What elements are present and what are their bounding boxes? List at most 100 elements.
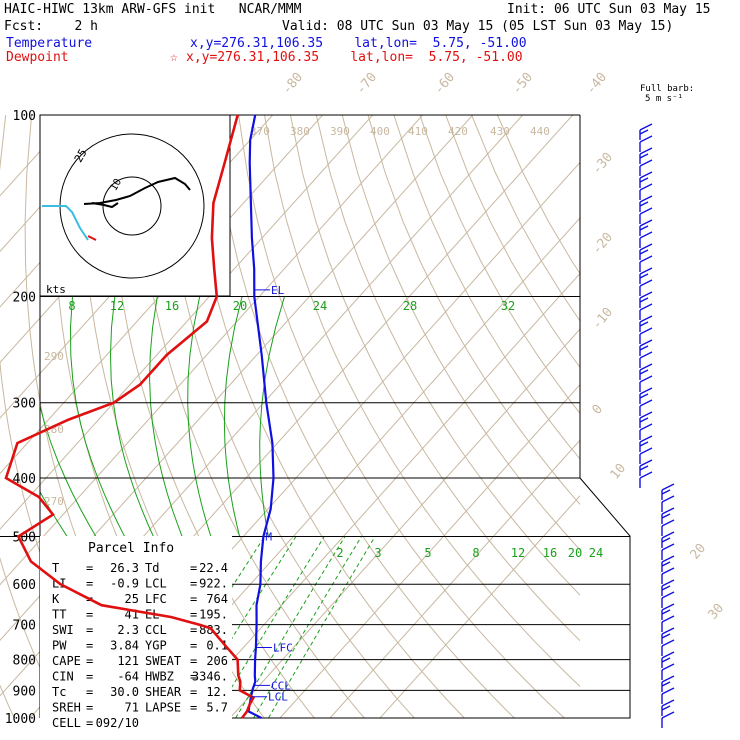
wind-barb-flag-half (639, 153, 649, 159)
wind-barb-flag-half (661, 681, 671, 687)
parcel-row-value: 30.0 (110, 685, 139, 699)
theta-label: 390 (330, 125, 350, 138)
theta-label: 280 (44, 423, 64, 436)
wind-barb-flag-half (639, 273, 649, 279)
mixing-ratio-line (235, 536, 346, 719)
wind-barb-flag (661, 627, 675, 635)
wind-barb-flag (661, 483, 675, 491)
parcel-row-name: Tc (52, 685, 66, 699)
isotherm-line (179, 272, 580, 719)
dewpoint-legend-label: Dewpoint (6, 50, 69, 65)
moist-adiabat-line (223, 296, 243, 536)
wind-barb-flag (661, 579, 675, 587)
hodograph-inner-ring (102, 176, 162, 236)
valid-time: Valid: 08 UTC Sun 03 May 15 (05 LST Sun … (282, 19, 674, 34)
wind-barb-flag (661, 519, 675, 527)
wind-barb-flag-half (639, 393, 649, 399)
isotherm-label: -40 (584, 70, 611, 98)
parcel-row-name: SREH (52, 701, 81, 715)
wind-barb-flag (639, 195, 653, 203)
wind-barb-flag (639, 423, 653, 431)
wind-barb-flag-half (639, 249, 649, 255)
parcel-row-eq: = (86, 685, 93, 699)
parcel-row-eq2: = (190, 701, 197, 715)
hodograph-trace-low (42, 205, 89, 241)
parcel-row-name2: HWBZ (145, 670, 174, 684)
pressure-tick-label: 900 (13, 684, 36, 699)
wind-barb-flag (661, 591, 675, 599)
parcel-row-eq2: = (190, 592, 197, 606)
dry-adiabat-line (341, 115, 580, 551)
wind-barb-flag (639, 375, 653, 383)
wind-barb-flag (661, 543, 675, 551)
parcel-row-value: -0.9 (110, 577, 139, 591)
wind-barb-flag (639, 135, 653, 143)
theta-label: 440 (530, 125, 550, 138)
parcel-box-bg (40, 536, 232, 720)
wind-barb-flag (661, 687, 675, 695)
wind-barb-flag-half (661, 513, 671, 519)
barb-key-label: Full barb: (640, 84, 695, 94)
wind-barb-flag (639, 159, 653, 167)
parcel-row-eq2: = (190, 685, 197, 699)
isotherm-label: -60 (432, 70, 459, 98)
isotherm-label: 20 (688, 541, 710, 563)
moist-adiabat-line (259, 296, 285, 536)
parcel-row-eq2: = (190, 577, 197, 591)
wind-barb-flag (661, 699, 675, 707)
hodograph-trace-mid (91, 202, 119, 209)
parcel-row-name2: SHEAR (145, 685, 182, 699)
wind-barb-flag-half (639, 321, 649, 327)
isotherm-label: -30 (590, 150, 617, 178)
wind-barb-flag (639, 279, 653, 287)
wind-barb-flag-half (661, 489, 671, 495)
wind-barb-flag-half (639, 465, 649, 471)
level-marker-label: LCL (268, 691, 288, 704)
wind-barb-flag (639, 255, 653, 263)
dry-adiabat-line (496, 115, 580, 275)
theta-label: 270 (44, 495, 64, 508)
parcel-row-eq: = (86, 561, 93, 575)
wind-barb-flag (639, 363, 653, 371)
dry-adiabat-line (212, 115, 515, 719)
pressure-tick-label: 600 (13, 578, 36, 593)
mixing-label-upper: 8 (68, 299, 75, 313)
wind-barb-flag (661, 663, 675, 671)
parcel-row-eq2: = (190, 608, 197, 622)
parcel-row-eq2: = (190, 670, 197, 684)
wind-barb-flag (639, 291, 653, 299)
wind-barb-flag (639, 471, 653, 479)
mixing-ratio-line (268, 536, 376, 719)
wind-barb-flag-half (661, 585, 671, 591)
isotherm-label: -70 (354, 70, 381, 98)
wind-barbs (639, 123, 675, 728)
dry-adiabat-line (160, 115, 415, 719)
parcel-row-eq: = (86, 623, 93, 637)
pressure-tick-label: 800 (13, 654, 36, 669)
parcel-row-eq2: = (190, 561, 197, 575)
hodograph-ring-label: 25 (72, 147, 90, 165)
dry-adiabat-line (264, 115, 580, 688)
hodograph-frame (39, 114, 231, 297)
mixing-label-lower: 5 (424, 546, 431, 560)
parcel-row-value: 121 (117, 654, 139, 668)
dry-adiabat-line (367, 115, 580, 506)
parcel-row-value2: 922. (199, 577, 228, 591)
theta-label: 290 (44, 350, 64, 363)
parcel-row-name2: Td (145, 561, 159, 575)
mixing-label-lower: 3 (374, 546, 381, 560)
wind-barb-flag-half (639, 297, 649, 303)
mixing-label-upper: 20 (233, 299, 247, 313)
hodograph-inner-label: 10 (109, 177, 125, 193)
parcel-row-name: SWI (52, 623, 74, 637)
wind-barb-flag (639, 243, 653, 251)
pressure-tick-label: 400 (13, 472, 36, 487)
wind-barb-flag-half (639, 129, 649, 135)
wind-barb-flag (661, 603, 675, 611)
parcel-row-value2: 764 (206, 592, 228, 606)
temperature-legend-label: Temperature (6, 36, 93, 51)
wind-barb-flag-half (639, 201, 649, 207)
dewpoint-profile-line (4, 114, 256, 719)
hodograph-trace-sfc (87, 235, 97, 241)
wind-barb-flag (661, 675, 675, 683)
